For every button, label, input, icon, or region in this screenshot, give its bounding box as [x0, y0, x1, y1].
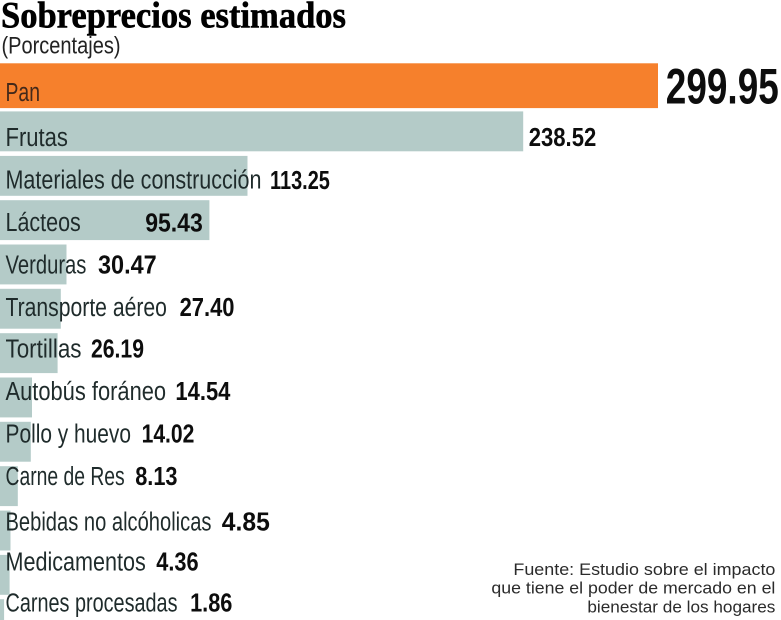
svg-text:Pollo y huevo: Pollo y huevo	[6, 421, 132, 449]
svg-text:Verduras: Verduras	[6, 252, 87, 280]
svg-text:1.86: 1.86	[190, 587, 232, 617]
svg-text:95.43: 95.43	[145, 208, 203, 238]
svg-text:113.25: 113.25	[270, 165, 330, 195]
svg-text:Tortillas: Tortillas	[6, 335, 82, 363]
svg-text:299.95: 299.95	[666, 59, 779, 115]
svg-text:Lácteos: Lácteos	[6, 209, 81, 237]
svg-text:Medicamentos: Medicamentos	[6, 549, 146, 577]
svg-text:238.52: 238.52	[529, 122, 597, 152]
svg-text:14.02: 14.02	[142, 419, 195, 449]
svg-text:4.85: 4.85	[222, 507, 270, 537]
svg-text:8.13: 8.13	[135, 461, 177, 491]
svg-text:27.40: 27.40	[180, 292, 235, 322]
svg-text:Materiales de construcción: Materiales de construcción	[6, 167, 262, 195]
svg-text:Carnes procesadas: Carnes procesadas	[6, 589, 178, 617]
svg-text:Fuente: Estudio sobre el impac: Fuente: Estudio sobre el impacto	[513, 560, 775, 579]
svg-text:14.54: 14.54	[175, 376, 230, 406]
svg-text:30.47: 30.47	[98, 250, 157, 280]
svg-text:que tiene el poder de mercado: que tiene el poder de mercado en el	[491, 579, 775, 598]
svg-text:Carne de Res: Carne de Res	[6, 463, 125, 491]
svg-text:(Porcentajes): (Porcentajes)	[2, 33, 121, 60]
svg-text:Transporte aéreo: Transporte aéreo	[6, 294, 167, 322]
svg-text:Frutas: Frutas	[6, 124, 68, 152]
svg-text:Autobús foráneo: Autobús foráneo	[6, 378, 167, 406]
svg-text:Sobreprecios estimados: Sobreprecios estimados	[1, 0, 346, 36]
svg-text:4.36: 4.36	[156, 547, 198, 577]
svg-text:Bebidas no alcóholicas: Bebidas no alcóholicas	[6, 509, 212, 537]
svg-text:26.19: 26.19	[91, 333, 144, 363]
svg-text:Pan: Pan	[6, 79, 41, 107]
svg-text:bienestar de los hogares: bienestar de los hogares	[587, 598, 775, 617]
